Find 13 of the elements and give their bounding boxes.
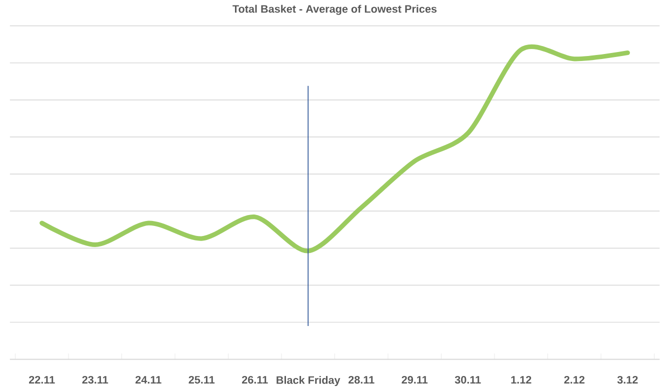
x-tick-label: 24.11 [136, 376, 162, 384]
x-tick-label: 26.11 [242, 376, 268, 384]
x-tick-label: 2.12 [564, 376, 584, 384]
x-tick-label: 29.11 [402, 376, 428, 384]
x-tick-label: 22.11 [29, 376, 55, 384]
x-tick-label: 23.11 [82, 376, 108, 384]
x-tick-label: Black Friday [276, 376, 340, 386]
chart-title: Total Basket - Average of Lowest Prices [232, 4, 437, 15]
x-tick-label: 30.11 [454, 376, 481, 384]
x-tick-label: 1.12 [511, 376, 532, 384]
x-tick-label: 25.11 [188, 376, 215, 384]
x-tick-label: 3.12 [617, 376, 638, 384]
x-tick-label: 28.11 [348, 376, 374, 384]
